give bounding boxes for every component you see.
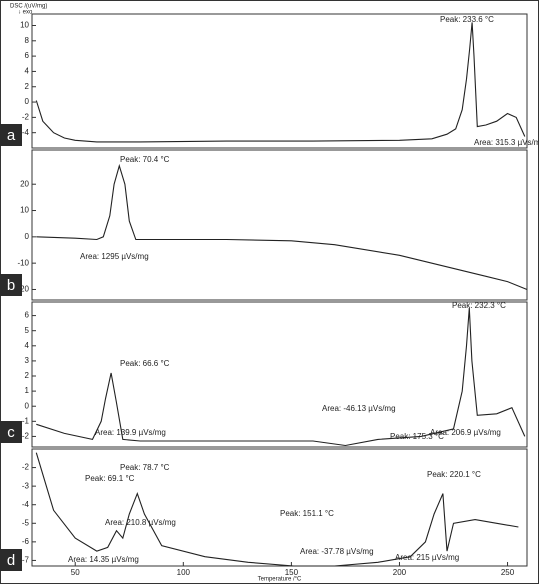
y-tick-label: -10 — [17, 258, 29, 267]
y-tick-label: -4 — [22, 128, 30, 137]
dsc-curve — [35, 452, 519, 567]
annotation: Area: 315.3 µVs/mg — [474, 138, 539, 147]
panel-letter: b — [7, 277, 15, 294]
y-tick-label: 5 — [25, 326, 30, 335]
annotation: Area: 14.35 µVs/mg — [68, 555, 139, 564]
y-tick-label: -7 — [22, 556, 30, 565]
y-tick-label: 0 — [25, 401, 30, 410]
y-tick-label: -20 — [17, 285, 29, 294]
x-tick-label: 100 — [177, 568, 191, 577]
y-tick-label: -2 — [22, 112, 30, 121]
y-tick-label: 10 — [20, 206, 29, 215]
annotation: Peak: 175.3 °C — [390, 432, 444, 441]
annotation: Peak: 66.6 °C — [120, 359, 170, 368]
dsc-curve — [36, 307, 526, 447]
y-tick-label: -2 — [22, 432, 30, 441]
annotation: Peak: 78.7 °C — [120, 463, 170, 472]
y-tick-label: 3 — [25, 356, 30, 365]
panel-frame — [31, 13, 528, 149]
panel-letter-box — [0, 124, 22, 146]
annotation: Area: 215 µVs/mg — [395, 553, 459, 562]
annotation: Peak: 233.6 °C — [440, 15, 494, 24]
panel-letter-box — [0, 549, 22, 571]
y-tick-label: -4 — [22, 500, 30, 509]
y-tick-label: -2 — [22, 463, 30, 472]
y-tick-label: 10 — [20, 21, 29, 30]
annotation: Area: -46.13 µVs/mg — [322, 404, 396, 413]
dsc-curve — [35, 22, 526, 143]
dsc-curve — [36, 163, 528, 291]
y-tick-label: 6 — [25, 51, 30, 60]
annotation: Area: -37.78 µVs/mg — [300, 547, 374, 556]
y-tick-label: 0 — [25, 97, 30, 106]
y-tick-label: 0 — [25, 232, 30, 241]
x-tick-label: 200 — [393, 568, 407, 577]
y-tick-label: 6 — [25, 311, 30, 320]
x-tick-label: 50 — [71, 568, 80, 577]
annotation: Peak: 69.1 °C — [85, 474, 135, 483]
panel-letter: a — [7, 127, 16, 144]
x-tick-label: 150 — [285, 568, 299, 577]
x-tick-label: 250 — [501, 568, 515, 577]
panel-frame — [31, 149, 528, 301]
exo-note: ↓ exo — [18, 10, 33, 16]
y-tick-label: 1 — [25, 386, 30, 395]
panel-frame — [31, 448, 528, 567]
annotation: Area: 210.8 µVs/mg — [105, 518, 176, 527]
y-tick-label: 2 — [25, 82, 30, 91]
y-tick-label: 4 — [25, 67, 30, 76]
y-tick-label: -5 — [22, 518, 30, 527]
panel-letter: d — [7, 552, 15, 569]
annotation: Area: 1295 µVs/mg — [80, 252, 149, 261]
annotation: Peak: 220.1 °C — [427, 470, 481, 479]
panel-frame — [31, 301, 528, 448]
panel-letter: c — [7, 424, 15, 441]
annotation: Peak: 70.4 °C — [120, 155, 170, 164]
y-tick-label: 2 — [25, 371, 30, 380]
annotation: Area: 206.9 µVs/mg — [430, 428, 501, 437]
annotation: Peak: 151.1 °C — [280, 509, 334, 518]
panel-letter-box — [0, 274, 22, 296]
y-tick-label: -1 — [22, 416, 30, 425]
y-tick-label: 4 — [25, 341, 30, 350]
y-tick-label: 8 — [25, 36, 30, 45]
y-tick-label: 20 — [20, 179, 29, 188]
x-axis-label: Temperature /°C — [258, 577, 302, 583]
panel-letter-box — [0, 421, 22, 443]
y-axis-label: DSC /(uV/mg) — [10, 4, 47, 10]
y-tick-label: -3 — [22, 481, 30, 490]
annotation: Area: 139.9 µVs/mg — [95, 428, 166, 437]
annotation: Peak: 232.3 °C — [452, 301, 506, 310]
y-tick-label: -6 — [22, 537, 30, 546]
